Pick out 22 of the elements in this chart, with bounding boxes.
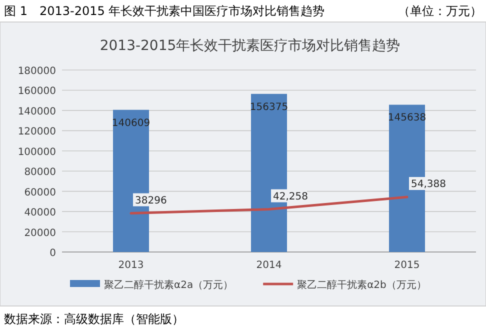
legend-label: 聚乙二醇干扰素α2a（万元） xyxy=(104,279,234,291)
legend-label: 聚乙二醇干扰素α2b（万元） xyxy=(297,279,426,291)
data-label: 42,258 xyxy=(273,191,308,202)
y-tick-label: 120000 xyxy=(18,126,56,138)
y-tick-label: 140000 xyxy=(18,106,56,118)
data-label: 54,388 xyxy=(411,179,446,190)
data-label: 38296 xyxy=(135,195,167,206)
y-tick-label: 100000 xyxy=(18,146,56,158)
caption: 图 1 2013-2015 年长效干扰素中国医疗市场对比销售趋势 xyxy=(4,4,325,18)
y-tick-label: 0 xyxy=(50,248,56,259)
y-tick-label: 180000 xyxy=(18,66,56,77)
y-tick-label: 80000 xyxy=(24,167,56,178)
x-tick-label: 2013 xyxy=(118,260,144,271)
source-note: 数据来源：高级数据库（智能版） xyxy=(4,312,184,326)
y-tick-label: 160000 xyxy=(18,86,56,98)
x-tick-label: 2014 xyxy=(256,260,282,271)
y-tick-label: 20000 xyxy=(24,228,56,239)
chart-title: 2013-2015年长效干扰素医疗市场对比销售趋势 xyxy=(100,38,400,54)
y-tick-label: 60000 xyxy=(24,187,56,198)
y-tick-label: 40000 xyxy=(24,208,56,219)
text: （单位：万元） xyxy=(398,4,482,18)
x-tick-label: 2015 xyxy=(394,260,420,271)
